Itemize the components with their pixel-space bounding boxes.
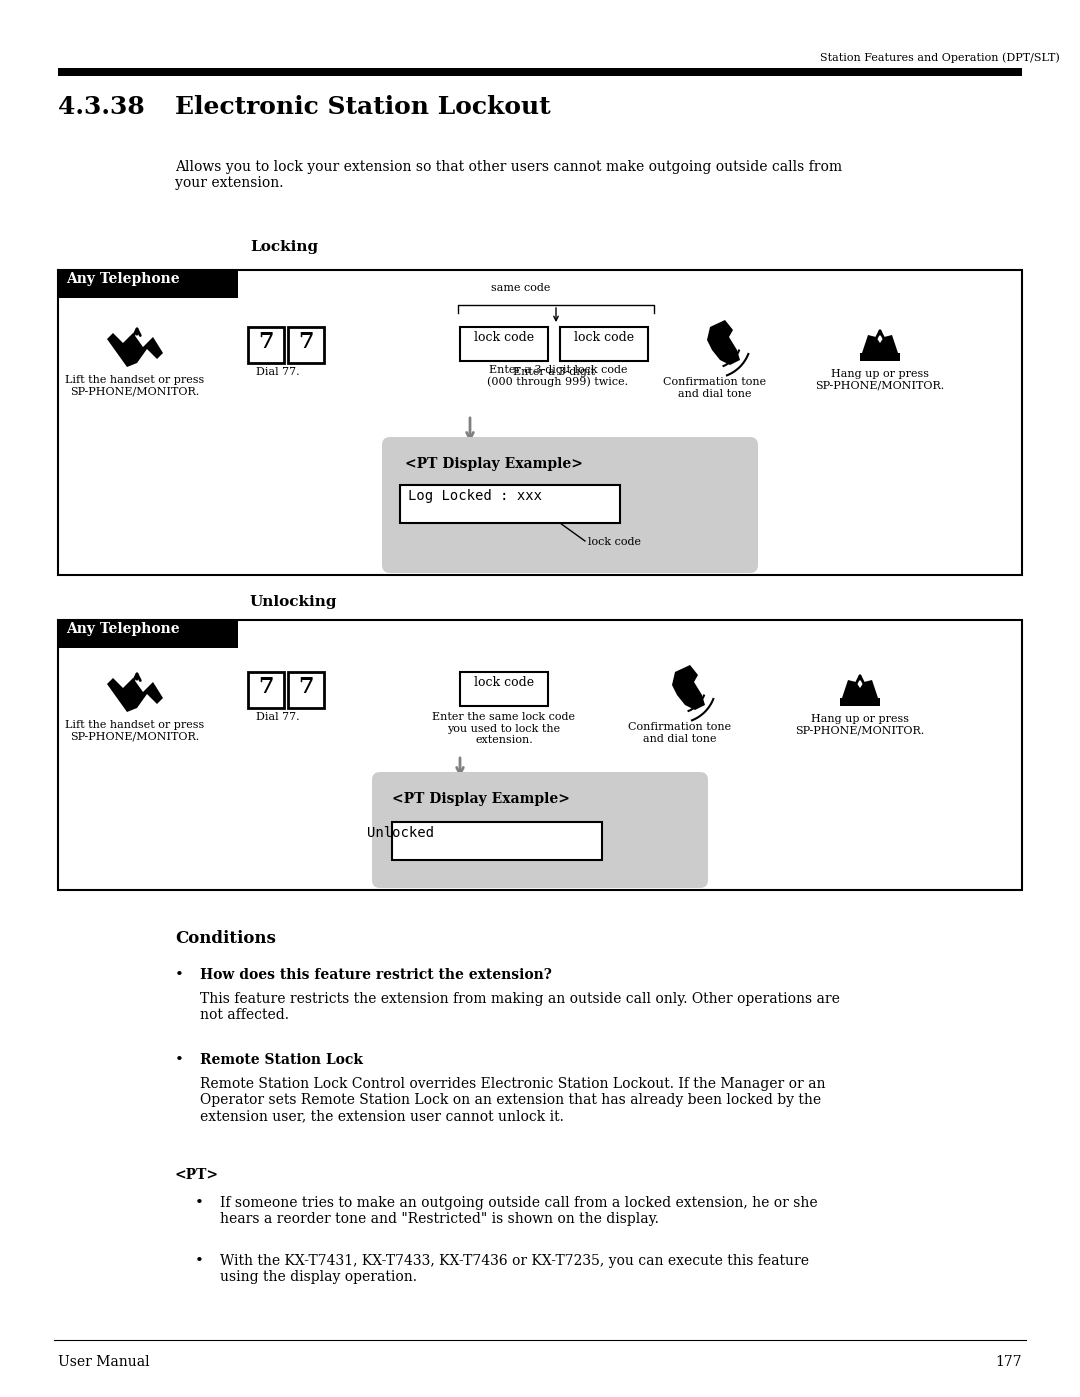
Bar [58,270,1022,576]
Text: •: • [175,968,184,982]
Text: Enter a 3-digit lock code
(000 through 999) twice.: Enter a 3-digit lock code (000 through 9… [487,365,629,387]
Text: Remote Station Lock: Remote Station Lock [200,1053,363,1067]
Text: User Manual: User Manual [58,1355,150,1369]
Text: Lift the handset or press
SP-PHONE/MONITOR.: Lift the handset or press SP-PHONE/MONIT… [66,719,204,742]
Bar [58,620,238,648]
Text: lock code: lock code [474,676,535,689]
Text: same code: same code [491,284,551,293]
Polygon shape [107,332,163,367]
Text: Hang up or press
SP-PHONE/MONITOR.: Hang up or press SP-PHONE/MONITOR. [815,369,945,391]
Bar [58,620,1022,890]
Bar [460,327,548,360]
Text: If someone tries to make an outgoing outside call from a locked extension, he or: If someone tries to make an outgoing out… [220,1196,818,1227]
Text: Enter a 3-digit: Enter a 3-digit [513,367,598,377]
Text: Confirmation tone
and dial tone: Confirmation tone and dial tone [629,722,731,743]
Text: 4.3.38: 4.3.38 [58,95,145,119]
Bar [248,327,284,363]
Text: Electronic Station Lockout: Electronic Station Lockout [175,95,551,119]
Text: Dial 77.: Dial 77. [256,367,300,377]
Text: Any Telephone: Any Telephone [66,622,179,636]
Text: Station Features and Operation (DPT/SLT): Station Features and Operation (DPT/SLT) [820,52,1059,63]
Bar [840,698,880,705]
Polygon shape [707,320,740,365]
Text: Remote Station Lock Control overrides Electronic Station Lockout. If the Manager: Remote Station Lock Control overrides El… [200,1077,825,1123]
Text: Enter the same lock code
you used to lock the
extension.: Enter the same lock code you used to loc… [432,712,576,745]
Bar [58,68,1022,75]
Text: lock code: lock code [474,331,535,344]
Polygon shape [107,678,163,712]
FancyBboxPatch shape [382,437,758,573]
Bar [392,821,602,861]
Text: Unlocked: Unlocked [366,826,433,840]
Polygon shape [862,335,897,353]
Text: How does this feature restrict the extension?: How does this feature restrict the exten… [200,968,552,982]
Text: Allows you to lock your extension so that other users cannot make outgoing outsi: Allows you to lock your extension so tha… [175,161,842,190]
Bar [58,270,238,298]
Bar [561,327,648,360]
Bar [248,672,284,708]
Text: lock code: lock code [573,331,634,344]
Bar [400,485,620,522]
Text: Any Telephone: Any Telephone [66,272,179,286]
Text: 7: 7 [258,676,273,698]
Text: Lift the handset or press
SP-PHONE/MONITOR.: Lift the handset or press SP-PHONE/MONIT… [66,374,204,397]
Text: 7: 7 [298,676,314,698]
Text: Unlocking: Unlocking [249,595,337,609]
Bar [288,327,324,363]
Bar [288,672,324,708]
Text: •: • [195,1255,204,1268]
Polygon shape [842,680,878,698]
FancyBboxPatch shape [372,773,708,888]
Text: Dial 77.: Dial 77. [256,712,300,722]
Text: Locking: Locking [249,240,319,254]
Text: 177: 177 [996,1355,1022,1369]
Text: <PT>: <PT> [175,1168,219,1182]
Text: <PT Display Example>: <PT Display Example> [392,792,570,806]
Text: lock code: lock code [588,536,642,548]
Text: Conditions: Conditions [175,930,275,947]
Text: This feature restricts the extension from making an outside call only. Other ope: This feature restricts the extension fro… [200,992,840,1023]
Text: 7: 7 [258,331,273,353]
Bar [460,672,548,705]
Polygon shape [672,665,705,710]
Text: Confirmation tone
and dial tone: Confirmation tone and dial tone [663,377,767,398]
Text: <PT Display Example>: <PT Display Example> [405,457,583,471]
Bar [860,353,900,360]
Text: 7: 7 [298,331,314,353]
Text: Log Locked : xxx: Log Locked : xxx [408,489,542,503]
Text: With the KX-T7431, KX-T7433, KX-T7436 or KX-T7235, you can execute this feature
: With the KX-T7431, KX-T7433, KX-T7436 or… [220,1255,809,1284]
Text: Hang up or press
SP-PHONE/MONITOR.: Hang up or press SP-PHONE/MONITOR. [795,714,924,736]
Text: •: • [195,1196,204,1210]
Text: •: • [175,1053,184,1067]
